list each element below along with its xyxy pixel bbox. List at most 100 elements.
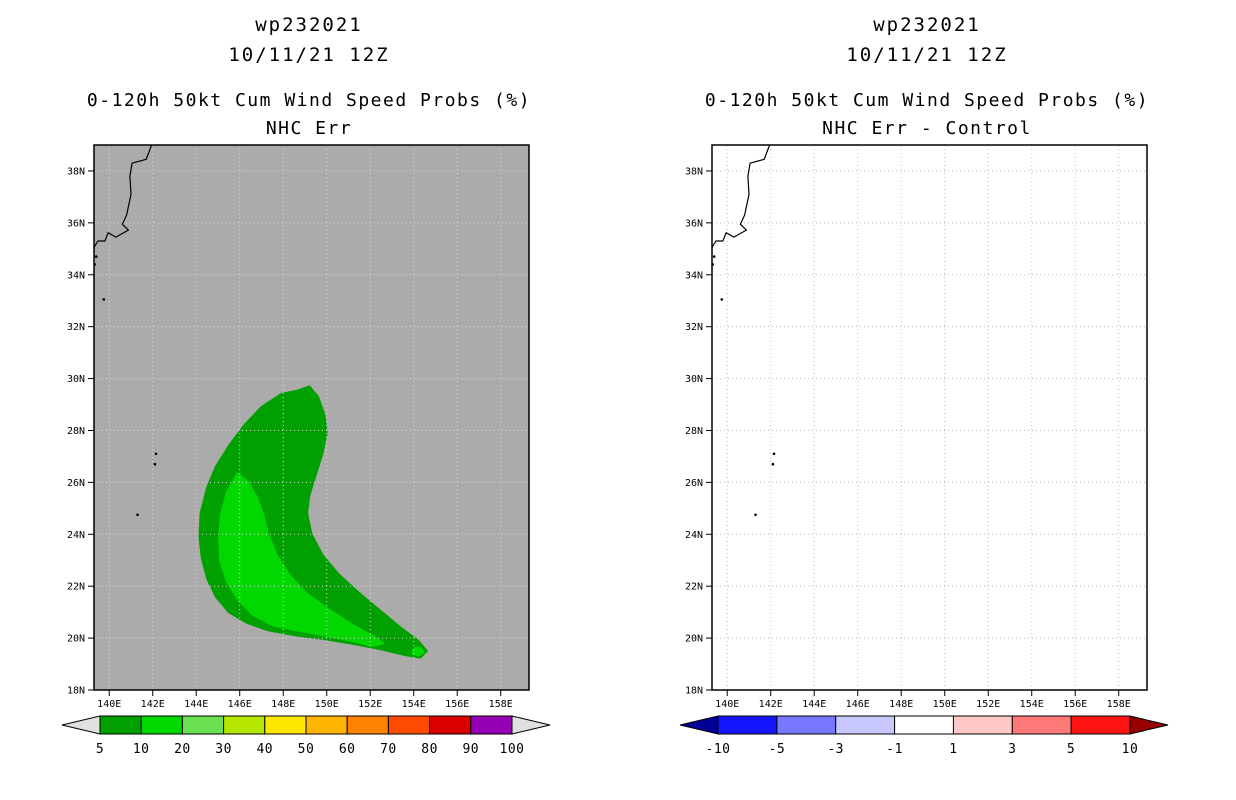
lon-tick-label: 144E [802,699,826,710]
lat-tick-label: 38N [685,166,703,177]
colorbar-tick-label: 90 [462,742,479,757]
coastline [93,144,153,248]
colorbar-segment [264,715,307,735]
lon-tick-label: 154E [402,699,426,710]
chart-subtitle: NHC Err - Control [822,118,1032,139]
colorbar-segment [429,715,472,735]
colorbar-segment [387,715,431,735]
lon-tick-label: 158E [489,699,513,710]
colorbar-tick-label: 10 [133,742,150,757]
lat-tick-label: 38N [67,166,85,177]
lon-tick-label: 148E [889,699,913,710]
colorbar-left-arrow [61,715,101,735]
island-dot [720,298,724,301]
lon-tick-label: 142E [759,699,783,710]
lat-tick-label: 36N [685,218,703,229]
lon-tick-label: 150E [315,699,339,710]
colorbar-right-arrow [511,715,551,735]
island-dot [754,513,757,517]
colorbar-segment [470,715,513,735]
lon-tick-label: 150E [933,699,957,710]
colorbar-tick-label: -3 [827,742,844,757]
colorbar-segment [305,715,348,735]
colorbar-tick-label: 30 [215,742,232,757]
colorbar-segment [346,715,389,735]
colorbar-segment [223,715,266,735]
lon-tick-label: 156E [445,699,469,710]
chart-title: 0-120h 50kt Cum Wind Speed Probs (%) [86,90,532,111]
map-background [712,145,1147,690]
colorbar-segment [140,715,183,735]
lat-tick-label: 22N [67,582,85,593]
colorbar-tick-label: 50 [298,742,315,757]
colorbar: 5 10 20 30 40 50 60 70 80 90 100 [61,715,551,757]
colorbar-tick-label: 5 [96,742,104,757]
panel-nhc-err-minus-control: wp232021 10/11/21 12Z 0-120h 50kt Cum Wi… [618,0,1236,800]
map-frame [93,144,530,691]
lat-tick-label: 36N [67,218,85,229]
lon-tick-label: 148E [271,699,295,710]
colorbar-tick-label: 1 [949,742,957,757]
chart-subtitle: NHC Err [265,118,353,139]
island-dot [136,513,139,517]
colorbar-segment [894,715,955,735]
lon-tick-label: 146E [228,699,252,710]
lat-tick-label: 20N [67,634,85,645]
lat-tick-label: 18N [67,686,85,697]
island-dot [771,462,775,466]
colorbar-tick-label: 10 [1122,742,1139,757]
colorbar-tick-label: -10 [706,742,731,757]
island-dot [154,452,158,456]
lat-tick-label: 32N [67,322,85,333]
colorbar-left-arrow [679,715,719,735]
storm-id: wp232021 [873,14,981,36]
probability-map: 140E 142E 144E 146E 148E 150E 152E 154E 156E 158E… [67,144,530,710]
lon-tick-label: 142E [141,699,165,710]
lat-tick-label: 30N [67,374,85,385]
colorbar-segment [1011,715,1072,735]
colorbar-segment [776,715,837,735]
map-frame [711,144,1148,691]
colorbar-segment [835,715,896,735]
colorbar-tick-label: 100 [500,742,525,757]
colorbar-tick-label: 40 [256,742,273,757]
colorbar-segment [1070,715,1131,735]
init-time: 10/11/21 12Z [228,44,390,66]
lat-tick-label: 26N [685,478,703,489]
chart-title: 0-120h 50kt Cum Wind Speed Probs (%) [704,90,1150,111]
lat-tick-label: 24N [67,530,85,541]
colorbar-tick-label: 80 [421,742,438,757]
panel-nhc-err: wp232021 10/11/21 12Z 0-120h 50kt Cum Wi… [61,14,551,757]
lat-tick-label: 28N [67,426,85,437]
storm-id: wp232021 [255,14,363,36]
colorbar-segment [952,715,1013,735]
colorbar: -10 -5 -3 -1 1 3 5 10 [679,715,1169,757]
lon-tick-label: 152E [976,699,1000,710]
lon-tick-label: 156E [1063,699,1087,710]
coastline [711,144,771,248]
lat-tick-label: 34N [685,270,703,281]
island-dot [712,255,716,258]
lon-tick-label: 154E [1020,699,1044,710]
lat-tick-label: 30N [685,374,703,385]
lon-tick-label: 140E [715,699,739,710]
colorbar-tick-label: 20 [174,742,191,757]
lon-tick-label: 158E [1107,699,1131,710]
colorbar-tick-label: 5 [1067,742,1075,757]
lat-tick-label: 24N [685,530,703,541]
difference-map: 140E 142E 144E 146E 148E 150E 152E 154E 156E 158E… [685,144,1148,710]
lat-tick-label: 22N [685,582,703,593]
colorbar-tick-label: 3 [1008,742,1016,757]
colorbar-segment [99,715,142,735]
colorbar-tick-label: 60 [339,742,356,757]
lon-tick-label: 146E [846,699,870,710]
colorbar-right-arrow [1129,715,1169,735]
island-dot [102,298,106,301]
colorbar-tick-label: 70 [380,742,397,757]
lat-tick-label: 28N [685,426,703,437]
lat-tick-label: 26N [67,478,85,489]
island-dot [153,462,157,466]
lat-tick-label: 34N [67,270,85,281]
colorbar-segment [181,715,225,735]
